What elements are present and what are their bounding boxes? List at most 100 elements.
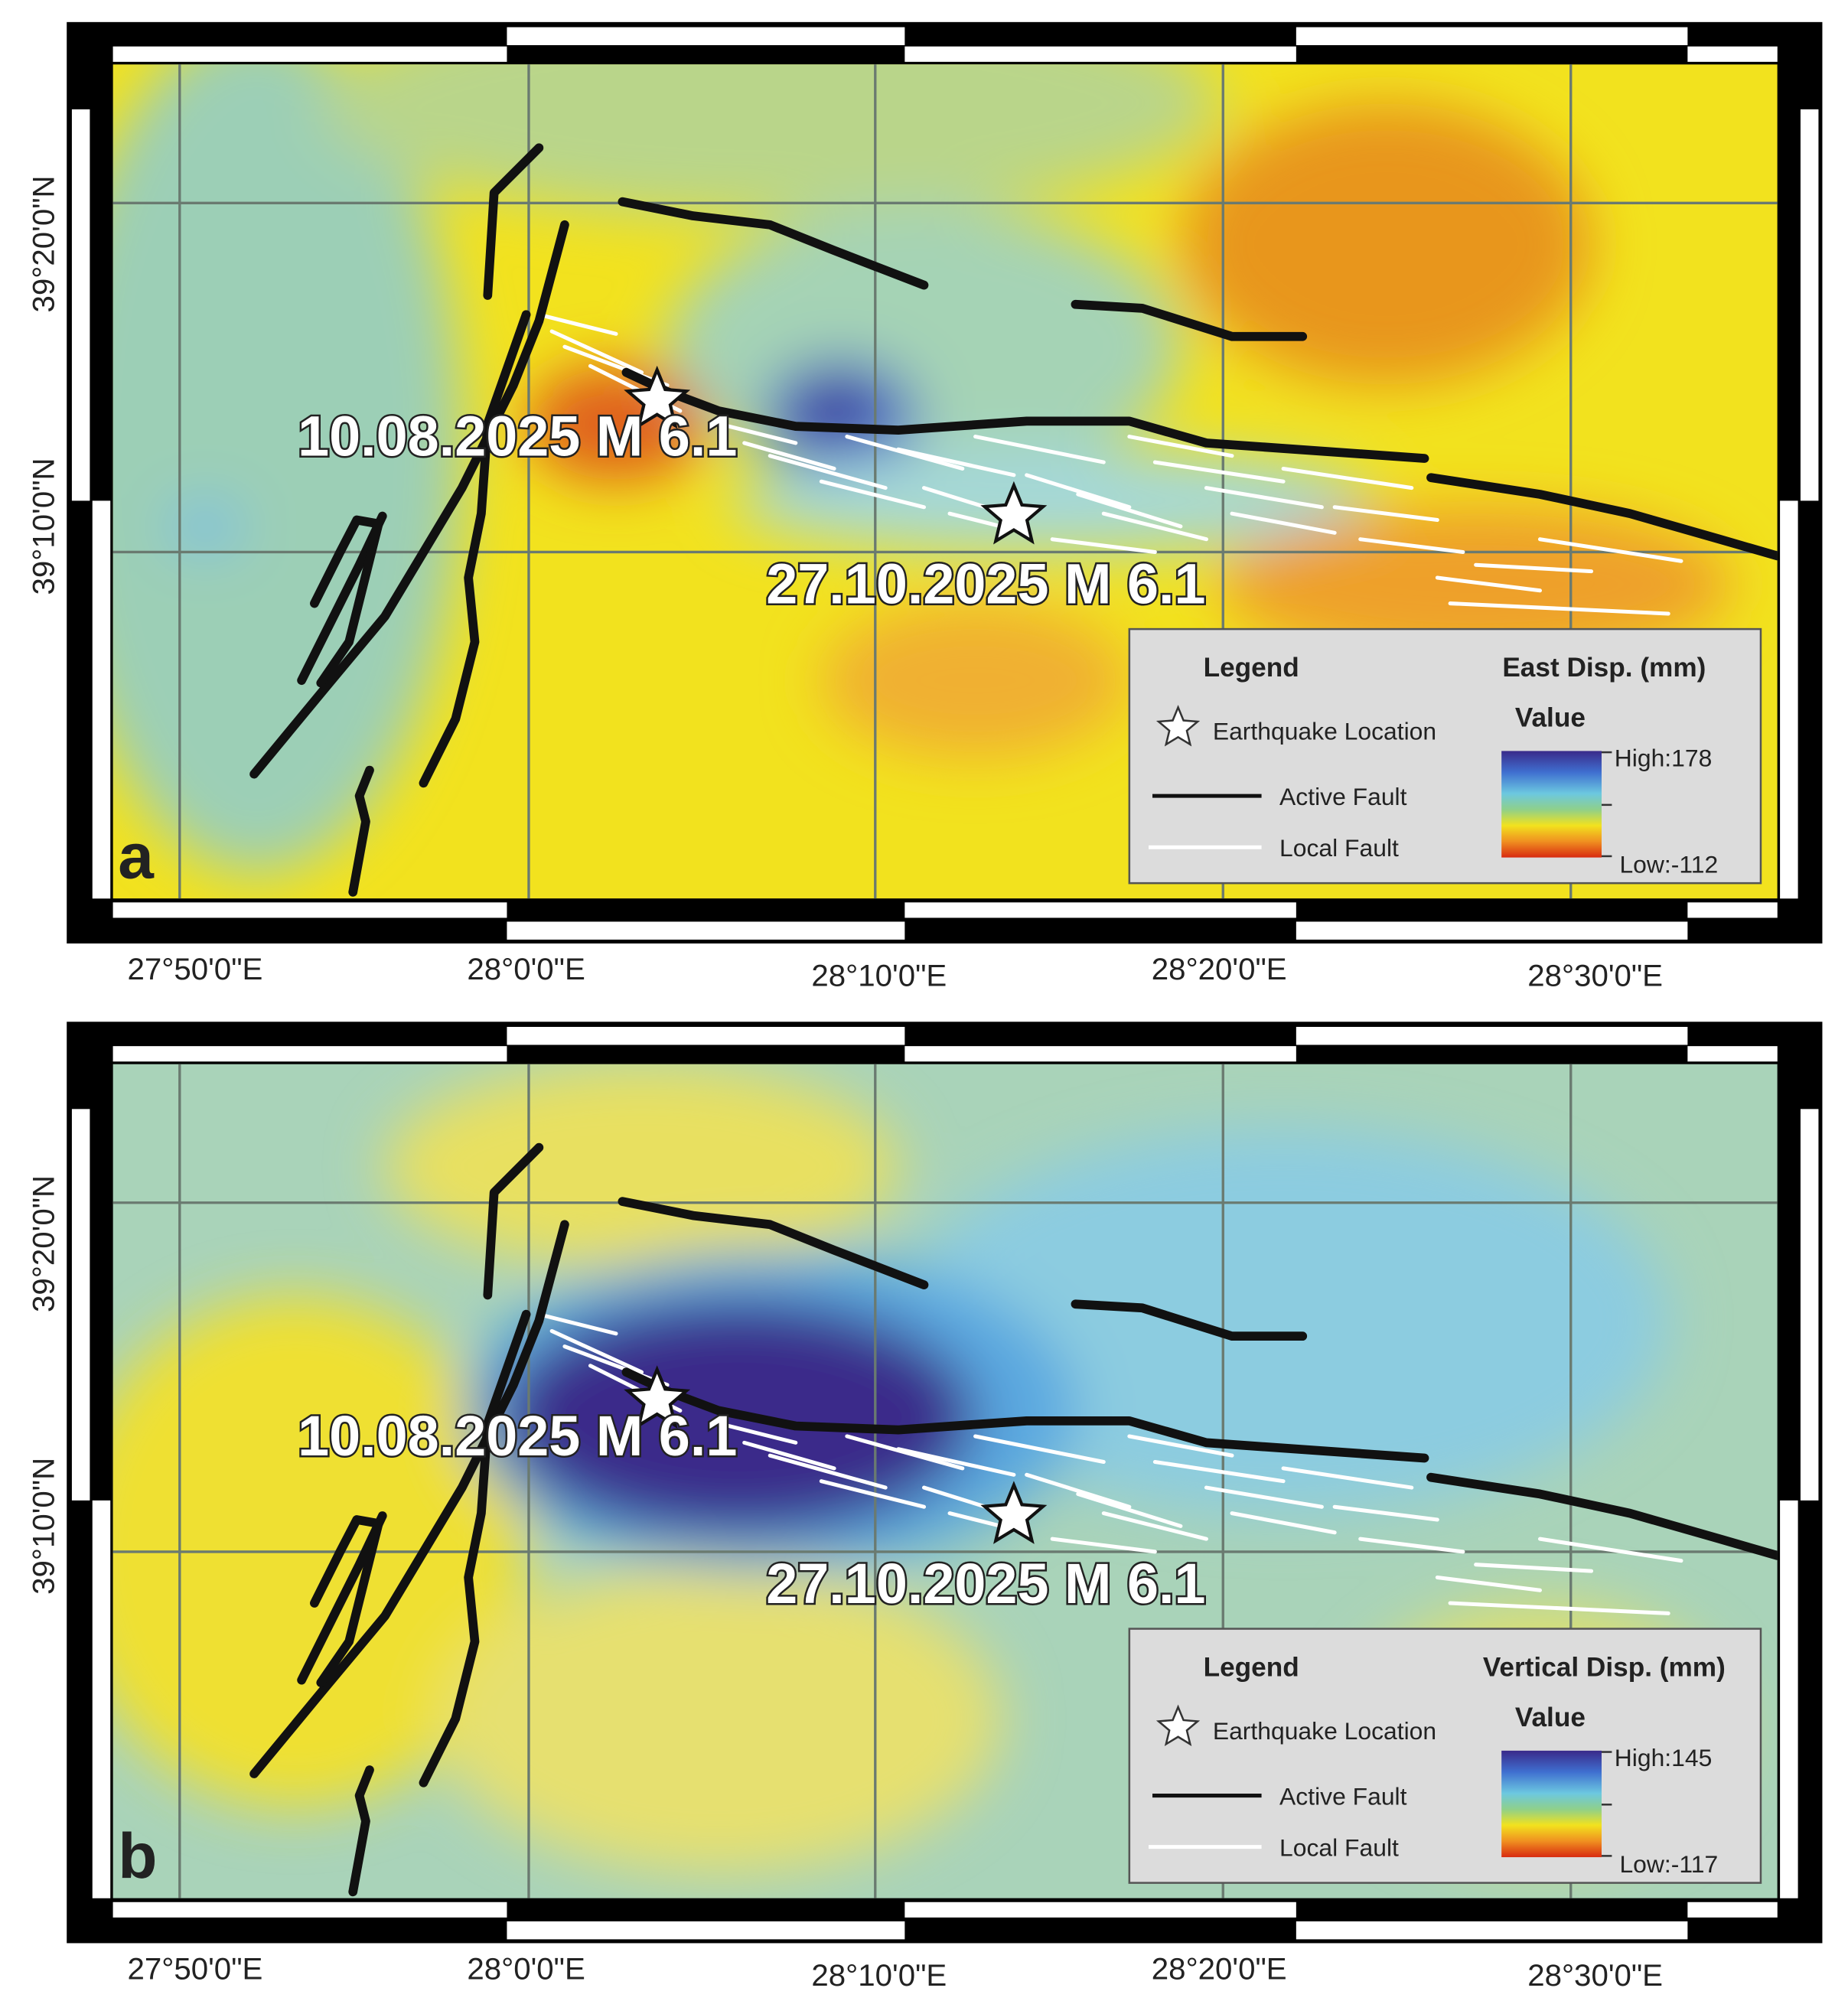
frame-segment [904,1902,1296,1918]
frame-segment [1687,1046,1778,1062]
map-panel: 10.08.2025 M 6.1 27.10.2025 M 6.1 b Legend V… [26,1022,1823,1993]
active-fault [618,197,929,290]
active-fault [419,310,531,788]
longitude-label: 28°0'0"E [467,952,585,986]
frame-segment [904,1046,1296,1062]
longitude-label: 28°10'0"E [811,1958,947,1993]
legend-item: Active Fault [1279,783,1407,810]
local-fault [1332,505,1439,523]
local-fault [819,1479,927,1509]
earthquake-star [980,481,1048,545]
displacement-patch [436,1564,1002,1873]
frame-segment [507,921,905,940]
local-fault [1127,1434,1234,1458]
earthquake-star [624,1365,691,1429]
legend-box [1128,1628,1762,1884]
longitude-label: 28°30'0"E [1527,1958,1663,1993]
local-fault [1281,1466,1414,1490]
frame-segment [1296,27,1688,46]
legend-scale-title: East Disp. (mm) [1502,653,1706,683]
legend-box [1128,627,1762,885]
local-fault [1358,1537,1465,1554]
local-fault [1101,1511,1208,1541]
longitude-label: 27°50'0"E [127,952,262,986]
active-fault [249,220,569,779]
local-fault [1152,1460,1286,1484]
displacement-patch [731,449,1374,552]
displacement-patch [667,205,1181,488]
active-fault [1071,1299,1308,1341]
frame-segment [1800,1109,1819,1501]
legend-high: High:145 [1615,1744,1713,1771]
local-fault [549,329,644,375]
local-fault [716,422,798,445]
local-fault [1230,1511,1337,1535]
frame-segment [1296,1921,1688,1940]
local-fault [1474,562,1594,574]
active-fault [310,1515,383,1687]
displacement-patch [385,1064,898,1269]
earthquake-star [980,1481,1048,1544]
frame-segment [904,46,1296,62]
local-fault [1204,1485,1324,1509]
legend-value-title: Value [1515,703,1586,733]
local-fault [536,1312,618,1336]
legend-item: Active Fault [1279,1782,1407,1810]
frame-segment [1687,1902,1778,1918]
active-fault [310,515,383,688]
legend-scale-title: Vertical Disp. (mm) [1483,1653,1726,1683]
latitude-label: 39°10'0"N [26,1458,60,1595]
local-fault [742,441,836,471]
legend-title: Legend [1204,1653,1299,1683]
frame-segment [904,902,1296,918]
local-fault [1025,1472,1132,1509]
local-fault [549,1328,644,1374]
frame-segment [112,46,507,62]
frame-segment [92,500,111,899]
frame-segment [1780,500,1798,899]
frame-segment [1296,1026,1688,1045]
local-fault [536,312,618,336]
local-fault [1448,1601,1670,1615]
latitude-label: 39°20'0"N [26,1175,60,1312]
local-fault [1230,511,1337,535]
displacement-patch [821,603,1129,758]
frame-segment [1296,921,1688,940]
legend-item: Local Fault [1279,1833,1399,1861]
local-fault [768,1453,888,1490]
legend-high: High:178 [1615,745,1713,772]
color-bar [1501,751,1602,858]
local-fault [896,1447,1016,1477]
legend-item: Earthquake Location [1213,717,1436,745]
local-fault [1076,1491,1183,1528]
local-fault [1332,1504,1439,1522]
frame-segment [112,902,507,918]
frame-segment [1687,902,1778,918]
longitude-label: 28°10'0"E [811,958,947,992]
local-fault [1127,435,1234,458]
longitude-label: 28°20'0"E [1152,952,1287,986]
active-fault [1071,299,1308,341]
local-fault [1537,537,1683,563]
legend-item: Earthquake Location [1213,1717,1436,1745]
annotation: 27.10.2025 M 6.1 [766,1552,1205,1615]
active-fault [621,1367,1429,1463]
legend-item: Local Fault [1279,834,1399,862]
local-fault [1435,1575,1543,1592]
active-fault [618,1197,929,1289]
active-fault [621,367,1429,463]
active-fault [348,765,374,897]
longitude-label: 27°50'0"E [127,1951,262,1986]
displacement-patch [321,64,1220,219]
active-fault [348,1765,374,1897]
latitude-label: 39°10'0"N [26,458,60,595]
active-fault [483,143,544,300]
displacement-patch [112,64,462,873]
frame-segment [507,1026,905,1045]
local-fault [1537,1537,1683,1563]
active-fault [419,1309,531,1788]
active-fault [483,1142,544,1300]
local-fault [1358,537,1465,554]
